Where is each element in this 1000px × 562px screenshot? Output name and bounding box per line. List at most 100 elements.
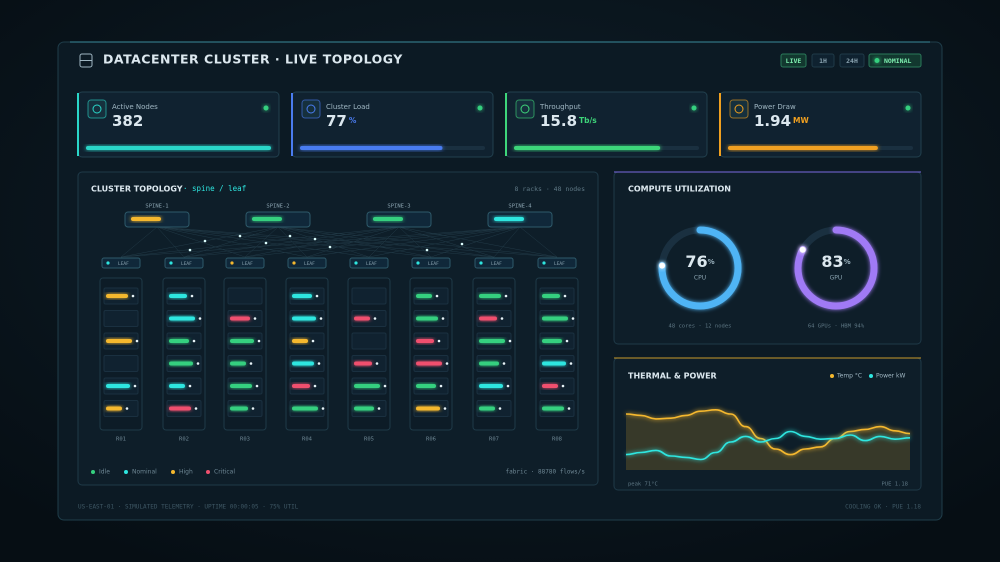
slot-led <box>315 294 319 298</box>
rack-label: R02 <box>179 437 189 443</box>
series-line <box>625 408 911 456</box>
slot-load <box>354 384 380 388</box>
slot-led <box>437 339 441 343</box>
leaf-label: LEAF <box>118 261 129 267</box>
fabric-link <box>156 226 432 258</box>
gauge-arc <box>794 226 878 310</box>
leaf-dot <box>542 261 546 265</box>
leaf-label: LEAF <box>428 261 439 267</box>
compute-title: COMPUTE UTILIZATION <box>628 185 731 194</box>
fabric-rate: fabric · 88780 flows/s <box>506 469 586 476</box>
fabric-link <box>368 226 521 258</box>
slot-load <box>169 316 195 321</box>
gauge-detail: 48 cores · 12 nodes <box>669 324 732 330</box>
slot-led <box>131 294 135 298</box>
kpi-icon-glyph <box>306 104 316 114</box>
legend-label: Temp °C <box>836 373 862 380</box>
gauge-label: CPU <box>694 275 706 282</box>
legend-label: Nominal <box>132 469 157 476</box>
kpi-dot <box>263 105 269 111</box>
slot-load <box>354 406 374 411</box>
slot-load <box>169 384 185 388</box>
slot-led <box>377 407 381 410</box>
packet <box>203 239 207 243</box>
gauge-unit: % <box>844 258 851 266</box>
spine-bar <box>373 217 403 221</box>
slot-load <box>479 339 505 343</box>
gauge-detail: 64 GPUs · HBM 94% <box>808 324 865 330</box>
fabric-link <box>120 226 279 258</box>
legend-dot <box>124 470 128 474</box>
slot-load <box>416 406 440 411</box>
slot-load <box>542 339 562 343</box>
slot-led <box>375 362 379 365</box>
slot-led <box>255 384 259 388</box>
leaf-node <box>287 257 327 269</box>
time-button[interactable] <box>811 53 835 68</box>
slot-load <box>106 294 128 298</box>
slot-led <box>192 339 196 343</box>
kpi-icon-glyph <box>92 104 102 114</box>
slot-led <box>500 317 504 320</box>
legend-dot <box>869 374 873 378</box>
rack-slot <box>103 355 139 372</box>
leaf-dot <box>354 261 358 265</box>
leaf-label: LEAF <box>491 261 502 267</box>
slot-led <box>133 384 137 388</box>
slot-load <box>479 294 501 298</box>
rack-slot <box>351 287 387 305</box>
status-dot <box>874 58 880 63</box>
packet <box>238 234 242 238</box>
time-button[interactable] <box>780 53 807 68</box>
slot-load <box>106 406 122 411</box>
leaf-node <box>164 257 204 269</box>
leaf-dot <box>230 261 234 265</box>
slot-load <box>169 339 189 343</box>
leaf-label: LEAF <box>304 261 315 267</box>
fabric-link <box>156 226 558 258</box>
gauge-head <box>659 262 666 269</box>
packet <box>460 242 464 246</box>
slot-led <box>319 317 323 320</box>
kpi-unit: MW <box>793 116 809 125</box>
leaf-node <box>411 257 451 269</box>
rack-label: R07 <box>489 437 499 443</box>
slot-led <box>188 384 192 388</box>
kpi-number: 1.94 <box>754 112 791 130</box>
slot-led <box>565 339 569 343</box>
header-title: DATACENTER CLUSTER · LIVE TOPOLOGY <box>103 52 403 67</box>
slot-led <box>135 339 139 343</box>
legend-label: High <box>179 469 193 476</box>
leaf-label: LEAF <box>181 261 192 267</box>
slot-load <box>292 406 318 411</box>
leaf-node <box>349 257 389 269</box>
slot-load <box>169 294 187 298</box>
fabric-link <box>277 226 558 258</box>
kpi-value: 382 <box>112 112 143 130</box>
fabric-link <box>156 226 495 258</box>
time-button-label: LIVE <box>786 57 802 65</box>
rack-slot <box>103 310 139 327</box>
rack-label: R04 <box>302 437 313 443</box>
slot-load <box>542 361 566 366</box>
fabric-link <box>277 226 495 258</box>
packet <box>264 241 268 245</box>
slot-led <box>571 317 575 320</box>
slot-led <box>567 407 571 410</box>
leaf-dot <box>416 261 420 265</box>
rack-label: R08 <box>552 437 562 443</box>
slot-load <box>106 384 130 388</box>
slot-led <box>317 362 321 365</box>
leaf-node <box>101 257 141 269</box>
kpi-progress <box>86 146 271 150</box>
spine-bar <box>252 217 282 221</box>
fabric-link <box>120 226 521 258</box>
leaf-label: LEAF <box>554 261 565 267</box>
slot-load <box>292 294 312 298</box>
slot-load <box>416 294 432 298</box>
fabric-link <box>306 226 521 258</box>
legend-label: Idle <box>99 469 110 476</box>
time-button[interactable] <box>839 53 865 68</box>
kpi-dot <box>477 105 483 111</box>
slot-led <box>190 294 194 298</box>
